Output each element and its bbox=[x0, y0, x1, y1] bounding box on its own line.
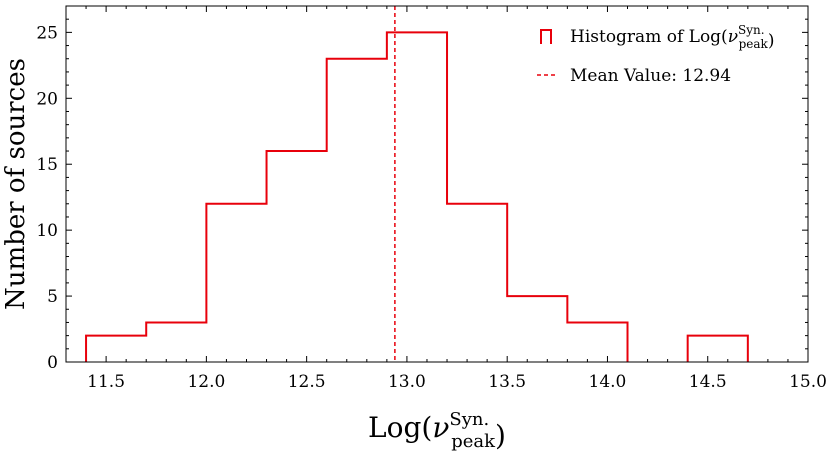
x-tick-label: 11.5 bbox=[87, 372, 125, 392]
legend-histogram-prefix: Histogram of Log( bbox=[570, 27, 728, 47]
legend: Histogram of Log(νSyn. peak) Mean Value: … bbox=[537, 23, 774, 86]
y-tick-labels: 0 5 10 15 20 25 bbox=[36, 23, 58, 373]
y-tick-label: 5 bbox=[47, 287, 58, 307]
legend-mean-label: Mean Value: 12.94 bbox=[570, 66, 731, 86]
x-axis-label: Log(νSyn. peak) bbox=[368, 409, 506, 452]
x-tick-label: 13.5 bbox=[488, 372, 526, 392]
y-tick-label: 20 bbox=[36, 89, 58, 109]
x-tick-label: 14.5 bbox=[689, 372, 727, 392]
x-axis-label-subscript: peak bbox=[451, 431, 496, 452]
legend-histogram-icon bbox=[540, 29, 552, 44]
x-tick-label: 12.0 bbox=[187, 372, 225, 392]
y-tick-label: 15 bbox=[36, 155, 58, 175]
y-tick-label: 0 bbox=[47, 353, 58, 373]
legend-histogram-label: Histogram of Log(νSyn. peak) bbox=[570, 23, 774, 51]
histogram-step-line bbox=[85, 31, 749, 362]
legend-histogram-symbol: ν bbox=[728, 27, 738, 47]
x-tick-label: 15.0 bbox=[789, 372, 827, 392]
minor-ticks bbox=[65, 5, 808, 362]
x-axis-label-symbol: ν bbox=[432, 411, 449, 444]
x-tick-label: 12.5 bbox=[288, 372, 326, 392]
x-tick-labels: 11.5 12.0 12.5 13.0 13.5 14.0 14.5 15.0 bbox=[87, 372, 827, 392]
legend-histogram-superscript: Syn. bbox=[738, 23, 765, 37]
y-tick-label: 25 bbox=[36, 23, 58, 43]
x-tick-label: 13.0 bbox=[388, 372, 426, 392]
legend-histogram-suffix: ) bbox=[768, 31, 775, 51]
x-axis-label-base: Log( bbox=[368, 411, 432, 444]
major-ticks bbox=[66, 6, 809, 363]
x-axis-label-superscript: Syn. bbox=[449, 409, 489, 430]
plot-frame bbox=[65, 5, 809, 363]
legend-histogram-subscript: peak bbox=[739, 37, 769, 51]
x-axis-label-close: ) bbox=[495, 419, 506, 452]
x-tick-label: 14.0 bbox=[589, 372, 627, 392]
y-tick-label: 10 bbox=[36, 221, 58, 241]
y-axis-label: Number of sources bbox=[1, 58, 31, 310]
